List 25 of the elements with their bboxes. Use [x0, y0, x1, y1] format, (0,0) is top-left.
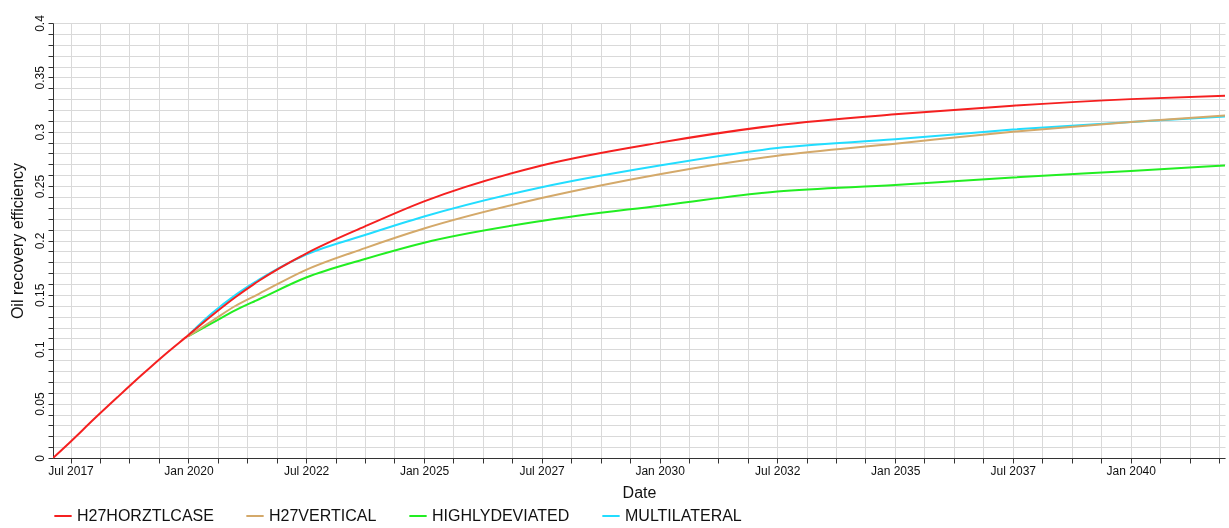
y-tick-label: 0.35 [32, 65, 47, 90]
y-tick-label: 0 [32, 454, 47, 462]
legend-label: HIGHLYDEVIATED [432, 507, 570, 524]
legend-label: H27VERTICAL [269, 507, 377, 524]
x-tick-label: Jul 2032 [755, 463, 801, 478]
x-axis-title: Date [622, 483, 657, 501]
x-tick-label: Jul 2017 [48, 463, 95, 478]
y-tick-label: 0.25 [32, 174, 47, 199]
y-tick-label: 0.3 [32, 123, 47, 141]
y-tick-label: 0.4 [32, 14, 47, 32]
x-tick-label: Jan 2025 [399, 463, 450, 478]
y-axis-title: Oil recovery efficiency [8, 162, 26, 320]
x-tick-label: Jul 2027 [519, 463, 566, 478]
legend-label: H27HORZTLCASE [77, 507, 214, 524]
x-tick-label: Jan 2030 [635, 463, 686, 478]
x-tick-label: Jul 2022 [283, 463, 330, 478]
x-tick-label: Jul 2037 [990, 463, 1037, 478]
x-tick-label: Jan 2035 [870, 463, 921, 478]
y-tick-label: 0.1 [32, 341, 47, 359]
y-tick-label: 0.05 [32, 392, 47, 416]
y-tick-label: 0.2 [32, 232, 47, 250]
y-tick-label: 0.15 [32, 283, 47, 308]
x-tick-label: Jan 2020 [164, 463, 214, 478]
x-tick-label: Jan 2040 [1106, 463, 1157, 478]
legend-label: MULTILATERAL [625, 507, 742, 524]
